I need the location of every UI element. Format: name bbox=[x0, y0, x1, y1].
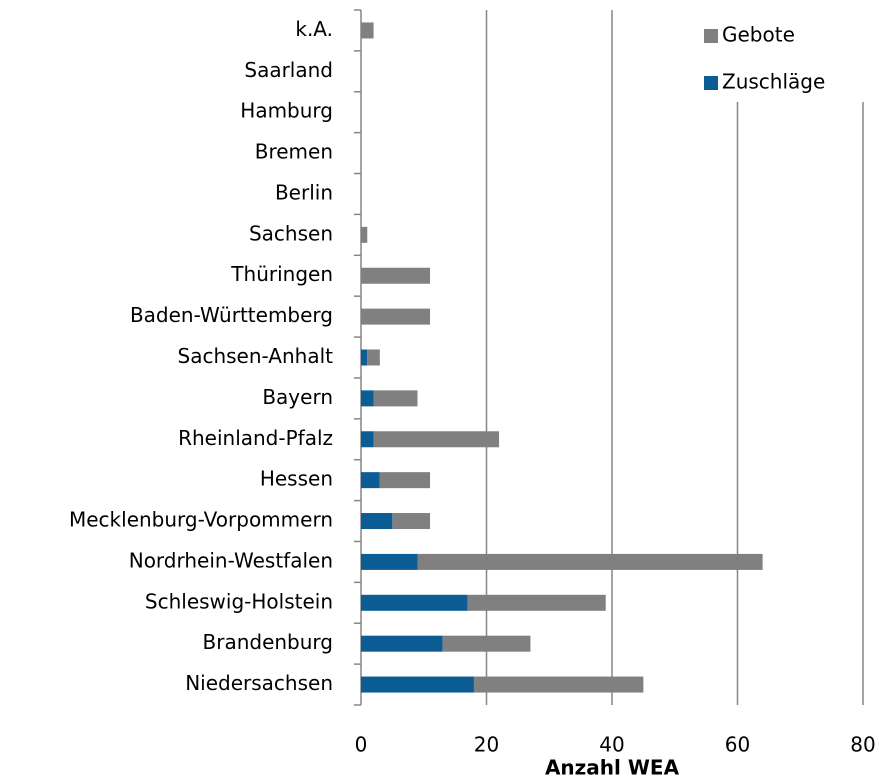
bar-segment bbox=[442, 635, 531, 652]
y-tick-label: Brandenburg bbox=[203, 630, 334, 654]
x-tick-label: 80 bbox=[850, 733, 875, 757]
x-tick-label: 20 bbox=[474, 733, 499, 757]
y-tick-label: Rheinland-Pfalz bbox=[178, 426, 333, 450]
x-tick-label: 60 bbox=[725, 733, 750, 757]
bar-segment bbox=[361, 267, 431, 284]
bar-segment bbox=[361, 226, 368, 243]
bar-segment bbox=[473, 676, 644, 693]
x-axis-title: Anzahl WEA bbox=[545, 756, 680, 779]
legend-background bbox=[700, 0, 879, 102]
y-tick-label: Hamburg bbox=[240, 99, 333, 123]
bar-segment bbox=[361, 676, 474, 693]
y-tick-label: k.A. bbox=[295, 17, 333, 41]
legend-label: Gebote bbox=[722, 23, 795, 47]
legend-label: Zuschläge bbox=[722, 70, 825, 94]
bar-segment bbox=[417, 553, 763, 570]
y-tick-label: Saarland bbox=[244, 58, 333, 82]
bar-segment bbox=[367, 349, 380, 366]
bar-segment bbox=[467, 594, 606, 611]
bar-segment bbox=[379, 472, 431, 489]
y-tick-label: Schleswig-Holstein bbox=[145, 589, 333, 613]
y-tick-label: Mecklenburg-Vorpommern bbox=[69, 508, 333, 532]
bar-segment bbox=[361, 513, 393, 530]
legend-swatch bbox=[704, 29, 718, 43]
bar-segment bbox=[373, 431, 500, 448]
bar-segment bbox=[373, 390, 418, 407]
y-tick-label: Sachsen bbox=[249, 221, 333, 245]
bar-segment bbox=[392, 513, 431, 530]
y-tick-label: Sachsen-Anhalt bbox=[178, 344, 334, 368]
x-tick-label: 40 bbox=[599, 733, 624, 757]
bar-segment bbox=[361, 431, 374, 448]
bar-segment bbox=[361, 308, 431, 325]
y-tick-label: Baden-Württemberg bbox=[130, 303, 333, 327]
bar-segment bbox=[361, 635, 443, 652]
legend-swatch bbox=[704, 76, 718, 90]
x-tick-label: 0 bbox=[355, 733, 368, 757]
y-tick-label: Niedersachsen bbox=[185, 671, 333, 695]
bar-segment bbox=[361, 553, 418, 570]
y-tick-label: Berlin bbox=[275, 180, 333, 204]
y-tick-label: Hessen bbox=[260, 467, 333, 491]
bar-segment bbox=[361, 390, 374, 407]
y-tick-label: Bayern bbox=[262, 385, 333, 409]
y-tick-label: Nordrhein-Westfalen bbox=[129, 548, 333, 572]
bar-segment bbox=[361, 472, 380, 489]
y-tick-label: Bremen bbox=[255, 140, 333, 164]
bar-segment bbox=[361, 594, 468, 611]
bar-segment bbox=[361, 349, 368, 366]
y-tick-label: Thüringen bbox=[230, 262, 333, 286]
bar-segment bbox=[361, 22, 374, 39]
